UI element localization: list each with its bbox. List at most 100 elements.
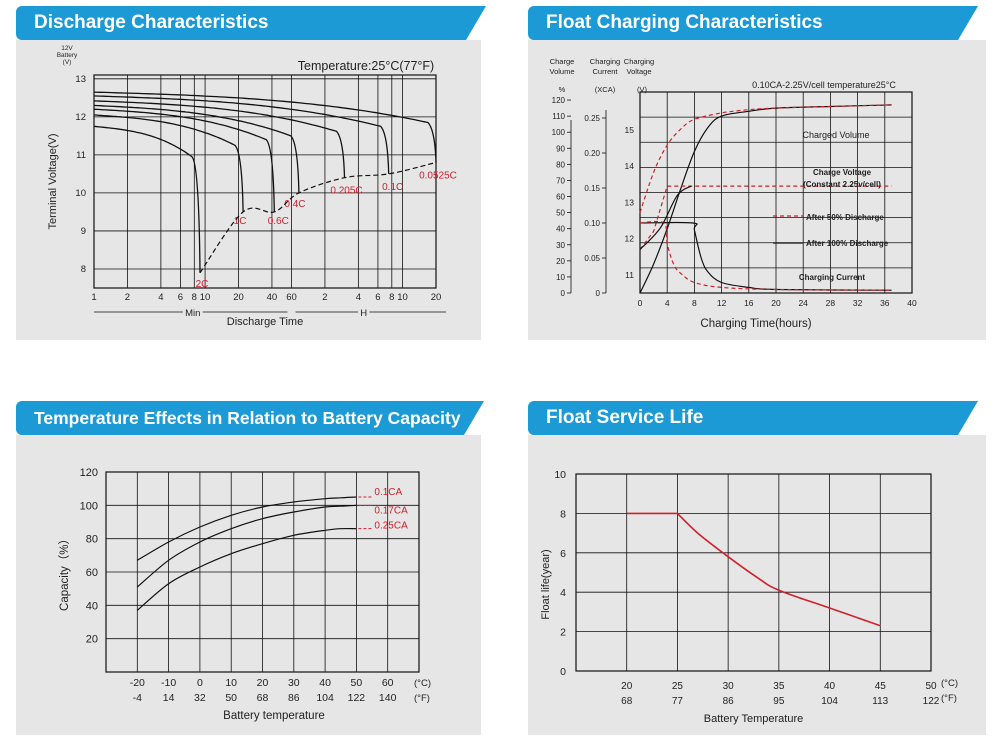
- current-tick-label: 0.20: [584, 149, 600, 158]
- y-axis-title: Float life(year): [540, 549, 552, 619]
- x-tick-label-c: 20: [621, 681, 633, 692]
- y-tick-label: 4: [560, 587, 566, 599]
- y-axis-title: Terminal Voltage(V): [47, 134, 59, 230]
- float-charging-title: Float Charging Characteristics: [528, 6, 978, 40]
- y-tick-label: 6: [560, 548, 566, 560]
- temperature-chart: 20 40 60 80 100 120 -20 -10 0 10 20 30 40 50 60 -4 14 32 5…: [58, 467, 431, 722]
- charge-voltage-label: Charge Voltage: [813, 168, 872, 177]
- x-tick-label-c: 20: [257, 677, 269, 689]
- discharge-title: Discharge Characteristics: [16, 6, 486, 40]
- x-tick-label: 2: [125, 292, 130, 303]
- plot-frame: [575, 473, 932, 672]
- service-life-title: Float Service Life: [528, 401, 978, 435]
- float-life-curve: [626, 512, 881, 627]
- endpoint-dashed-line: [199, 161, 437, 274]
- x-tick-label-f: 86: [288, 692, 300, 704]
- x-tick-label: 40: [907, 298, 917, 308]
- x-unit-c: (°C): [941, 678, 958, 689]
- x-tick-label: 60: [286, 292, 297, 303]
- voltage-tick-label: 13: [625, 197, 635, 207]
- x-tick-label-c: -20: [130, 677, 145, 689]
- curve-label: 2C: [196, 279, 209, 290]
- charged-volume-solid: [639, 104, 892, 294]
- discharge-curve: [93, 108, 275, 212]
- after100-label: After 100% Discharge: [806, 239, 889, 248]
- temperature-chart-box: 20 40 60 80 100 120 -20 -10 0 10 20 30 40 50 60 -4 14 32 5…: [16, 435, 481, 735]
- y-tick-label: 9: [81, 226, 86, 237]
- volume-tick-label: 60: [556, 193, 565, 202]
- x-tick-label: 20: [431, 292, 442, 303]
- y-top-label: Battery: [57, 52, 78, 59]
- voltage-header: Charging: [624, 57, 654, 66]
- x-tick-label: 10: [200, 292, 211, 303]
- current-tick-label: 0.25: [584, 114, 600, 123]
- curve-label: 0.205C: [330, 186, 362, 197]
- x-tick-label-f: 50: [225, 692, 237, 704]
- volume-tick-label: 50: [556, 209, 565, 218]
- after50-label: After 50% Discharge: [806, 213, 884, 222]
- discharge-curve: [93, 125, 201, 273]
- x-tick-label-c: 30: [288, 677, 300, 689]
- charged-volume-label: Charged Volume: [802, 130, 869, 140]
- volume-tick-label: 120: [552, 96, 566, 105]
- x-tick-label: 40: [267, 292, 278, 303]
- capacity-curve: [137, 496, 357, 561]
- discharge-curve: [93, 95, 390, 174]
- x-tick-label-c: 0: [197, 677, 203, 689]
- x-tick-label: 6: [178, 292, 183, 303]
- x-tick-label: 32: [853, 298, 863, 308]
- y-tick-label: 10: [75, 188, 86, 199]
- curve-label: 0.6C: [268, 216, 289, 227]
- current-tick-label: 0.05: [584, 254, 600, 263]
- x-tick-label: 20: [771, 298, 781, 308]
- x-tick-label: 28: [826, 298, 836, 308]
- charging-current-dashed: [639, 220, 892, 291]
- discharge-curve: [93, 114, 244, 212]
- voltage-tick-label: 14: [625, 161, 635, 171]
- voltage-tick-label: 11: [625, 270, 634, 280]
- y-tick-label: 100: [80, 500, 98, 512]
- x-tick-label-f: 104: [316, 692, 334, 704]
- x-tick-label-c: 35: [773, 681, 785, 692]
- x-axis-title: Battery Temperature: [704, 713, 803, 725]
- voltage-tick-label: 12: [625, 234, 635, 244]
- volume-header: Volume: [549, 67, 574, 76]
- x-axis-title: Discharge Time: [227, 316, 303, 328]
- current-tick-label: 0.15: [584, 184, 600, 193]
- x-tick-label-f: 113: [872, 696, 888, 707]
- charge-voltage-dashed: [639, 185, 892, 250]
- x-tick-label-f: 68: [257, 692, 269, 704]
- x-tick-label-c: 30: [723, 681, 735, 692]
- x-tick-label: 8: [692, 298, 697, 308]
- x-tick-label: 8: [192, 292, 197, 303]
- volume-tick-label: 0: [561, 289, 566, 298]
- voltage-header: (V): [637, 85, 648, 94]
- volume-header: Charge: [550, 57, 575, 66]
- x-tick-label-f: 122: [348, 692, 366, 704]
- y-tick-label: 11: [76, 150, 86, 161]
- charge-voltage-label: (Constant 2.25v/cell): [803, 180, 881, 189]
- x-tick-label: 20: [233, 292, 244, 303]
- x-tick-label: 8: [389, 292, 394, 303]
- charging-annotation: 0.10CA-2.25V/cell temperature25°C: [752, 80, 896, 90]
- y-tick-label: 8: [81, 264, 86, 275]
- x-tick-label: 2: [322, 292, 327, 303]
- x-axis-title: Charging Time(hours): [700, 318, 811, 330]
- temperature-annotation: Temperature:25°C(77°F): [298, 59, 434, 73]
- x-tick-label-c: 10: [225, 677, 237, 689]
- x-tick-label-c: 45: [875, 681, 887, 692]
- y-tick-label: 13: [75, 74, 86, 85]
- service-life-chart-box: 0 2 4 6 8 10 20 25 30 35 40 45 50 68 77 86 95 104 113 122 (°…: [528, 435, 986, 735]
- current-tick-label: 0: [596, 289, 601, 298]
- charging-current-label: Charging Current: [799, 273, 866, 282]
- x-tick-label-c: 50: [351, 677, 363, 689]
- y-tick-label: 40: [86, 600, 98, 612]
- x-tick-label: 36: [880, 298, 890, 308]
- series-label: 0.1CA: [374, 487, 402, 498]
- x-tick-label-c: 25: [672, 681, 684, 692]
- volume-tick-label: 110: [552, 112, 565, 121]
- y-tick-label: 10: [554, 469, 566, 481]
- x-tick-label: 12: [717, 298, 727, 308]
